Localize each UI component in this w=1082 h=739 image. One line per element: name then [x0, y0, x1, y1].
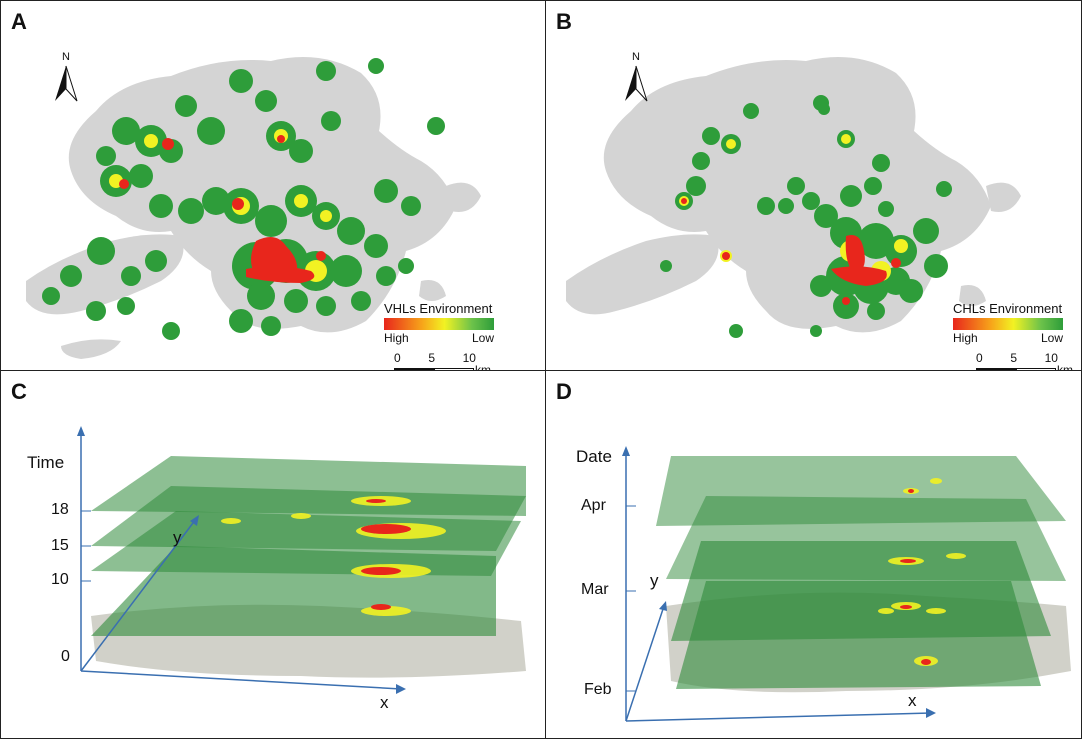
legend-high-label: High	[953, 331, 978, 345]
panel-letter: D	[556, 379, 572, 404]
legend-ends: High Low	[384, 331, 494, 345]
vertical-axis-label: Date	[576, 447, 612, 466]
panel-b: B N CHLs Environment High Low 0 5 10 km	[546, 1, 1081, 371]
tick-label: 10	[51, 571, 69, 588]
scale-bar-a: 0 5 10 km	[394, 351, 491, 371]
north-arrow-b	[625, 65, 648, 102]
scale-label: 10	[1044, 351, 1058, 365]
time-layers	[91, 456, 526, 636]
legend-title: VHLs Environment	[384, 301, 493, 316]
legend-ends: High Low	[953, 331, 1063, 345]
scale-label: 10	[462, 351, 476, 365]
y-axis-label: y	[650, 571, 659, 590]
scale-label: 0	[394, 351, 401, 365]
legend-title: CHLs Environment	[953, 301, 1063, 316]
legend-color-ramp	[384, 318, 494, 330]
layer-hotspots-d	[878, 478, 966, 666]
panel-letter: A	[11, 9, 27, 34]
axes-c	[80, 431, 402, 690]
vertical-axis-label: Time	[27, 453, 65, 472]
panel-a: A N VHLs Environment High Low 0 5 10 km	[1, 1, 546, 371]
tick-label: 15	[51, 537, 69, 554]
tick-label: Apr	[581, 497, 606, 514]
panel-letter: B	[556, 9, 572, 34]
north-arrow-a	[55, 65, 78, 102]
layer-hotspots	[221, 496, 446, 616]
x-axis-label: x	[908, 691, 917, 710]
hotspots-b	[660, 95, 952, 338]
panel-c: C Time 18 15 10 0 x y	[1, 371, 546, 738]
y-axis-label: y	[173, 528, 182, 547]
panel-letter: C	[11, 379, 27, 404]
scale-label: 5	[1010, 351, 1017, 365]
land-b	[566, 57, 1021, 333]
scale-unit: km	[1057, 363, 1073, 371]
scale-unit: km	[475, 363, 491, 371]
date-layers	[656, 456, 1066, 689]
north-label: N	[62, 51, 70, 63]
legend-high-label: High	[384, 331, 409, 345]
legend-low-label: Low	[1040, 331, 1063, 345]
hotspots-a	[42, 58, 445, 340]
scale-label: 0	[976, 351, 983, 365]
layers-d	[622, 446, 1071, 722]
layers-c	[77, 426, 526, 694]
legend-b: CHLs Environment High Low	[953, 301, 1063, 345]
scale-label: 5	[428, 351, 435, 365]
legend-color-ramp	[953, 318, 1063, 330]
map-a	[26, 57, 481, 359]
map-b	[566, 57, 1021, 338]
north-label: N	[632, 51, 640, 63]
scale-bar-b: 0 5 10 km	[976, 351, 1073, 371]
tick-label: 18	[51, 501, 69, 518]
tick-label: Mar	[581, 581, 609, 598]
x-axis-label: x	[380, 693, 389, 712]
legend-a: VHLs Environment High Low	[384, 301, 494, 345]
legend-low-label: Low	[471, 331, 494, 345]
tick-label: 0	[61, 648, 70, 665]
tick-label: Feb	[584, 681, 612, 698]
panel-d: D Date Apr Mar Feb x y	[546, 371, 1081, 738]
